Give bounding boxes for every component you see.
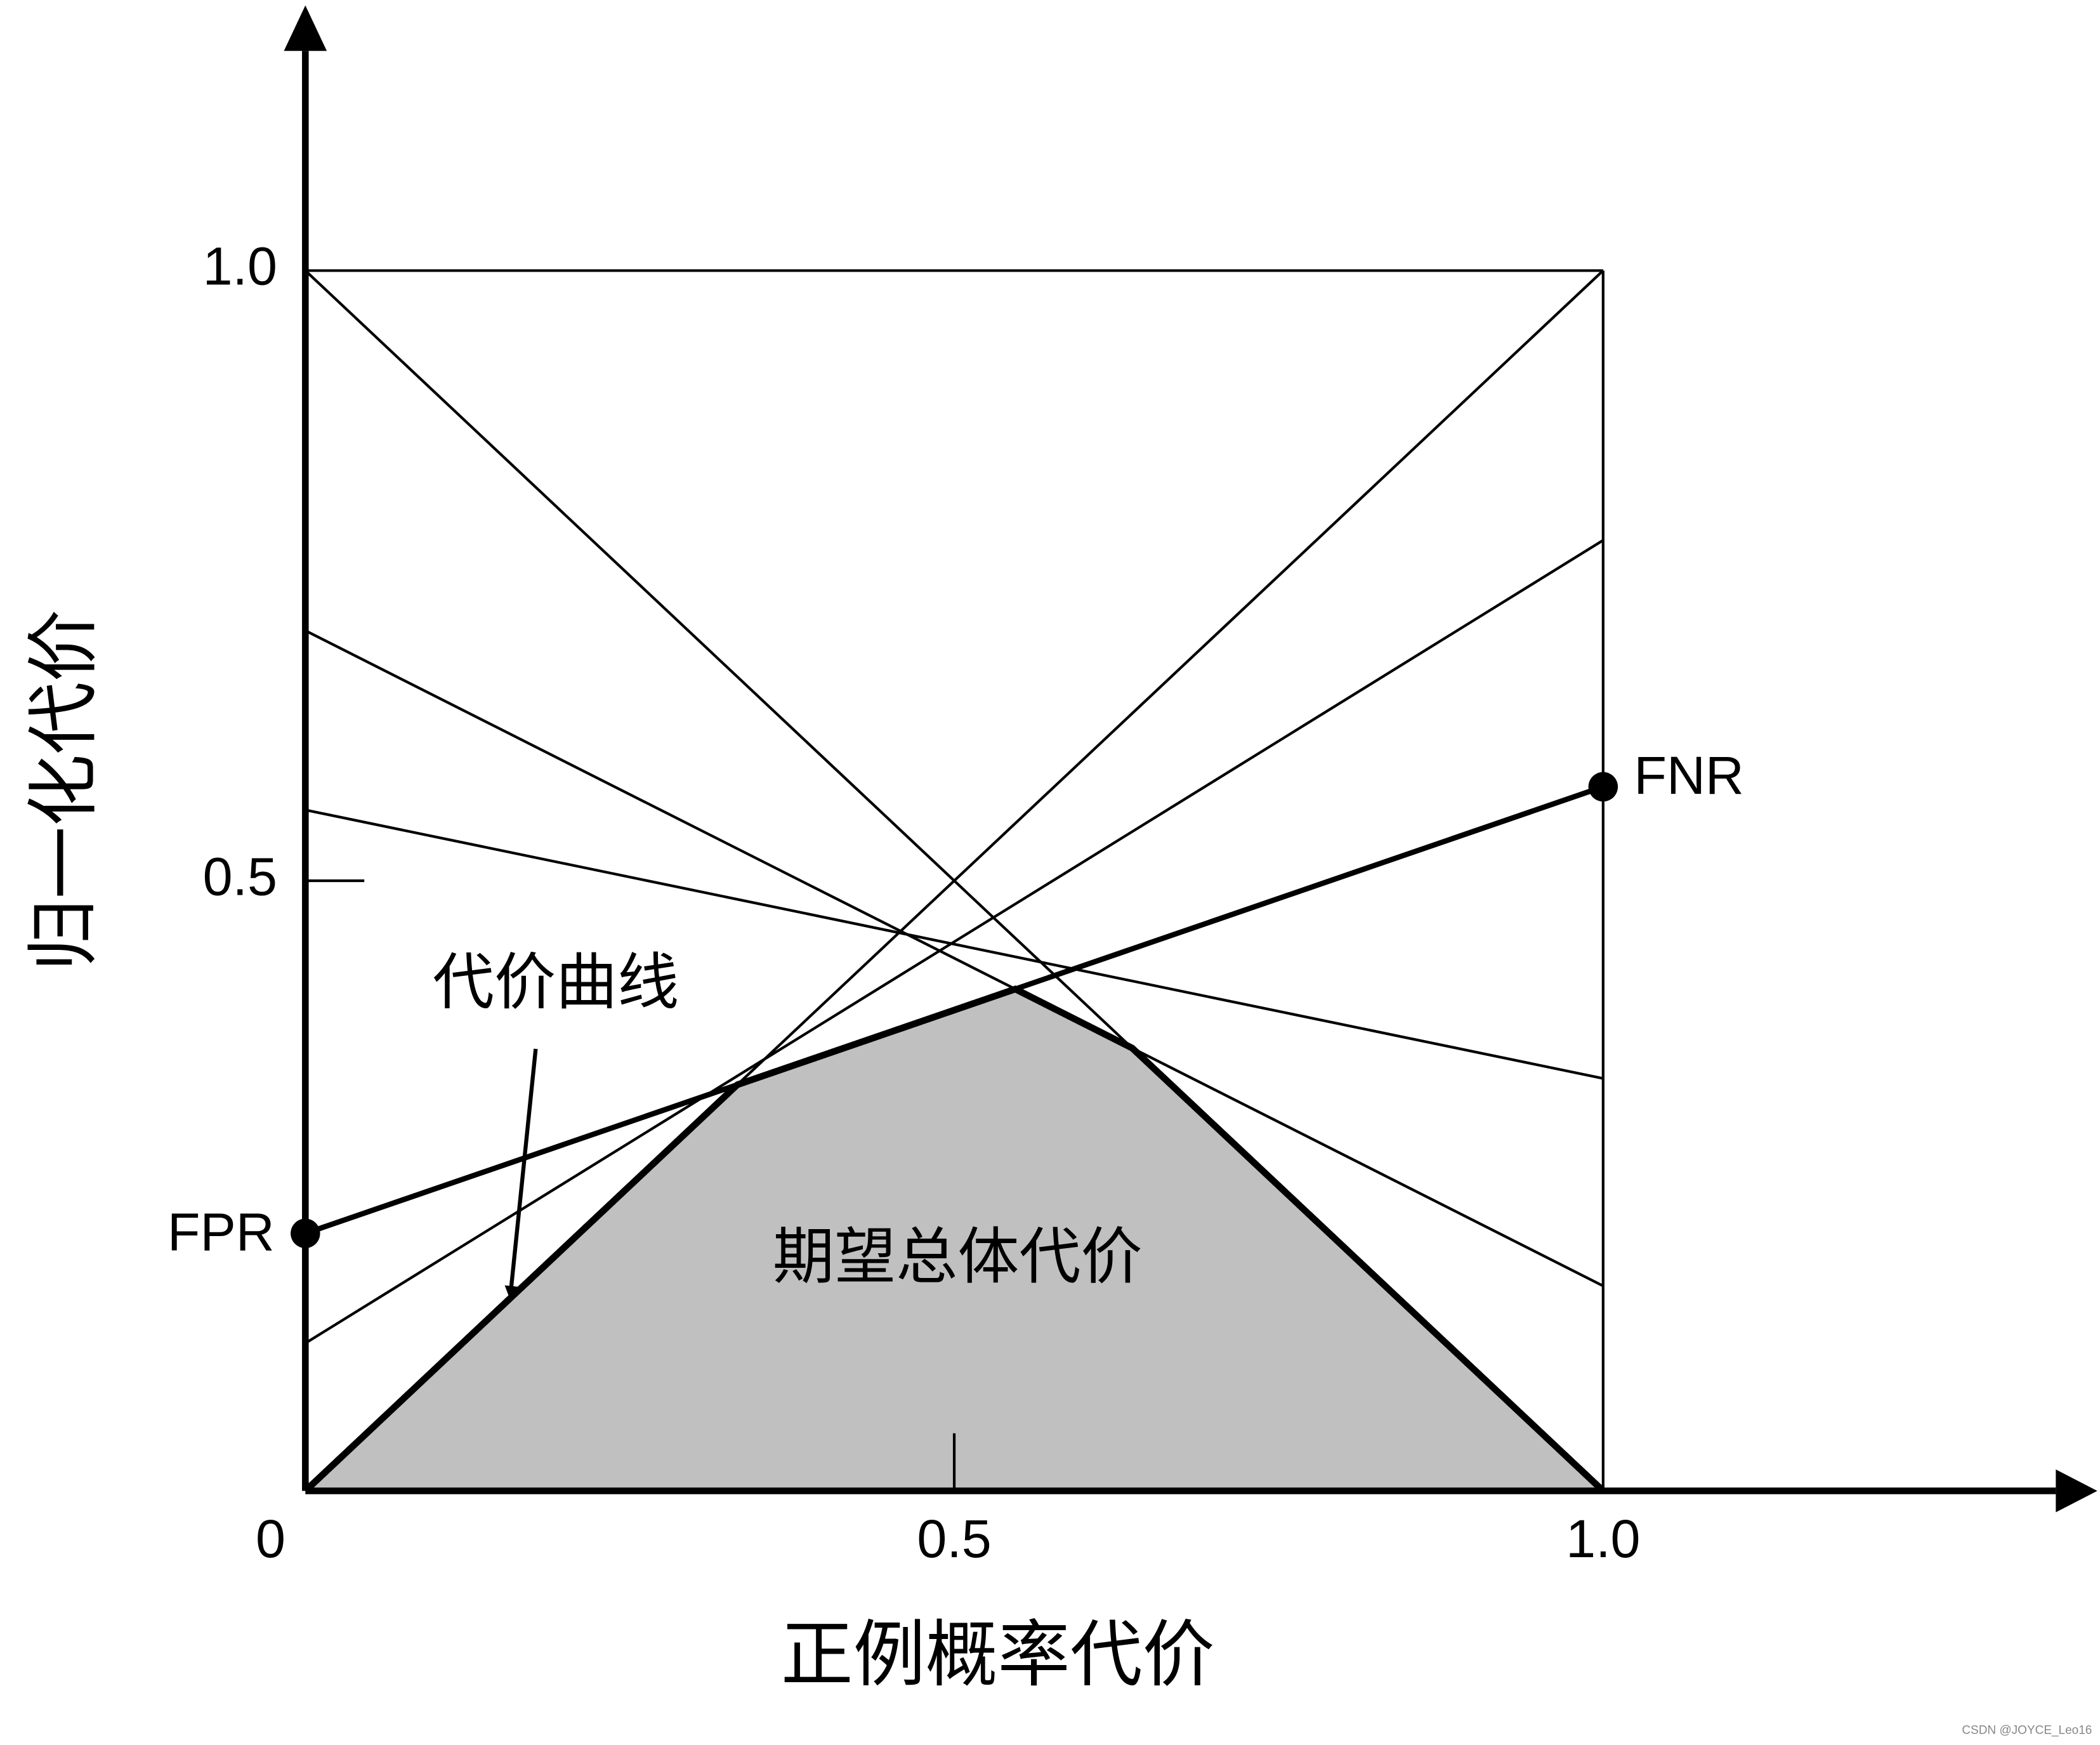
y-axis-title: 归一化代价: [21, 610, 105, 971]
y-tick-label: 1.0: [203, 237, 277, 296]
cost-line: [305, 539, 1604, 1345]
area-label: 期望总体代价: [773, 1221, 1143, 1293]
fpr-label: FPR: [167, 1202, 275, 1262]
cost-line: [305, 629, 1604, 1287]
y-axis-arrow: [284, 5, 327, 51]
cost-line: [305, 808, 1604, 1080]
y-tick-label: 0.5: [203, 846, 277, 906]
x-tick-label: 0.5: [917, 1509, 991, 1569]
cost-curve: [303, 985, 1606, 1494]
x-tick-label: 1.0: [1566, 1509, 1640, 1569]
watermark: CSDN @JOYCE_Leo16: [1962, 1723, 2092, 1737]
plot: [291, 269, 1618, 1494]
x-axis-title: 正例概率代价: [781, 1612, 1215, 1697]
x-axis-arrow: [2056, 1469, 2097, 1513]
curve-label: 代价曲线: [433, 946, 679, 1018]
fnr-label: FNR: [1634, 746, 1744, 805]
expected-cost-area: [305, 989, 1603, 1491]
x-tick-label: 0: [256, 1509, 285, 1569]
curve-arrow: [504, 1048, 538, 1300]
